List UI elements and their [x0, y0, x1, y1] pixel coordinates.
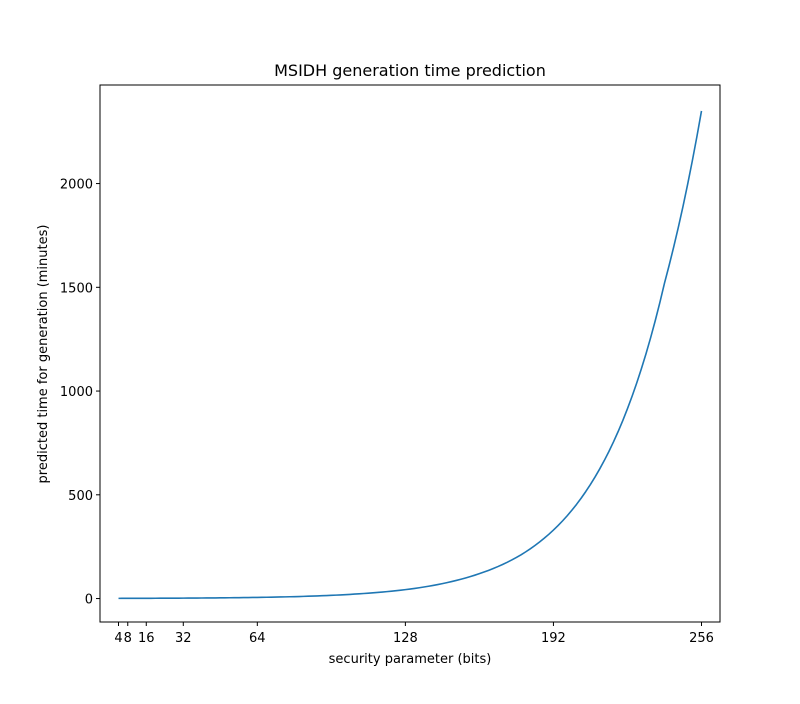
x-tick-label: 8: [124, 631, 132, 646]
plot-area: 4 8 16 32 64 128 192 256 0 500 1000 1500 2000: [60, 84, 721, 646]
x-tick-label: 16: [138, 631, 155, 646]
y-tick-label: 500: [68, 489, 93, 504]
axes-frame: [99, 84, 721, 623]
series-line: [118, 110, 703, 600]
chart-title: MSIDH generation time prediction: [274, 61, 546, 80]
y-tick-label: 2000: [60, 178, 93, 193]
x-tick-label: 32: [175, 631, 192, 646]
y-axis-label: predicted time for generation (minutes): [36, 225, 51, 484]
x-tick-label: 192: [541, 631, 566, 646]
x-tick-label: 128: [393, 631, 418, 646]
x-axis-label: security parameter (bits): [329, 652, 492, 667]
x-tick-label: 4: [114, 631, 122, 646]
x-tick-label: 256: [689, 631, 714, 646]
y-tick-label: 1000: [60, 385, 93, 400]
y-tick-label: 1500: [60, 281, 93, 296]
y-tick-label: 0: [85, 593, 93, 608]
x-tick-label: 64: [249, 631, 266, 646]
